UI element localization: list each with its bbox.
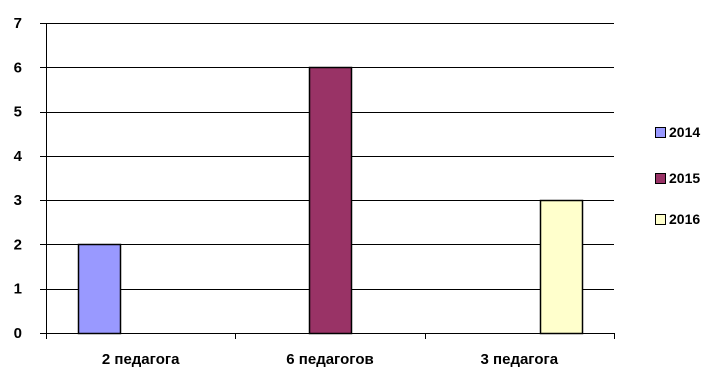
legend-label-2015: 2015 bbox=[669, 170, 701, 186]
x-tick-label: 2 педагога bbox=[102, 351, 180, 368]
y-tick-label-7: 7 bbox=[14, 15, 22, 32]
y-tick-label-0: 0 bbox=[14, 325, 22, 342]
y-tick-label-1: 1 bbox=[14, 281, 22, 298]
x-tick-labels: 2 педагога 6 педагогов 3 педагога bbox=[102, 351, 559, 368]
legend-swatch-2015 bbox=[655, 172, 666, 184]
legend-item-2016: 2016 bbox=[655, 210, 700, 228]
bar-2016 bbox=[539, 199, 584, 335]
legend-swatch-2016 bbox=[655, 213, 666, 225]
legend-label-2016: 2016 bbox=[669, 211, 701, 227]
y-tick-label-2: 2 bbox=[14, 236, 22, 253]
axes bbox=[40, 23, 615, 339]
bar-2015 bbox=[308, 66, 353, 335]
legend: 2014 2015 2016 bbox=[650, 118, 724, 254]
y-tick-label-3: 3 bbox=[14, 192, 22, 209]
y-tick-label-4: 4 bbox=[14, 148, 23, 165]
y-tick-label-5: 5 bbox=[14, 104, 22, 121]
legend-item-2014: 2014 bbox=[655, 123, 700, 141]
x-tick-label: 3 педагога bbox=[481, 351, 559, 368]
bar-2014 bbox=[77, 243, 122, 335]
x-tick-label: 6 педагогов bbox=[286, 351, 373, 368]
y-tick-labels: 0 1 2 3 4 5 6 7 bbox=[14, 15, 23, 342]
legend-item-2015: 2015 bbox=[655, 169, 700, 187]
legend-label-2014: 2014 bbox=[669, 124, 701, 140]
y-tick-label-6: 6 bbox=[14, 59, 22, 76]
legend-swatch-2014 bbox=[655, 126, 666, 138]
